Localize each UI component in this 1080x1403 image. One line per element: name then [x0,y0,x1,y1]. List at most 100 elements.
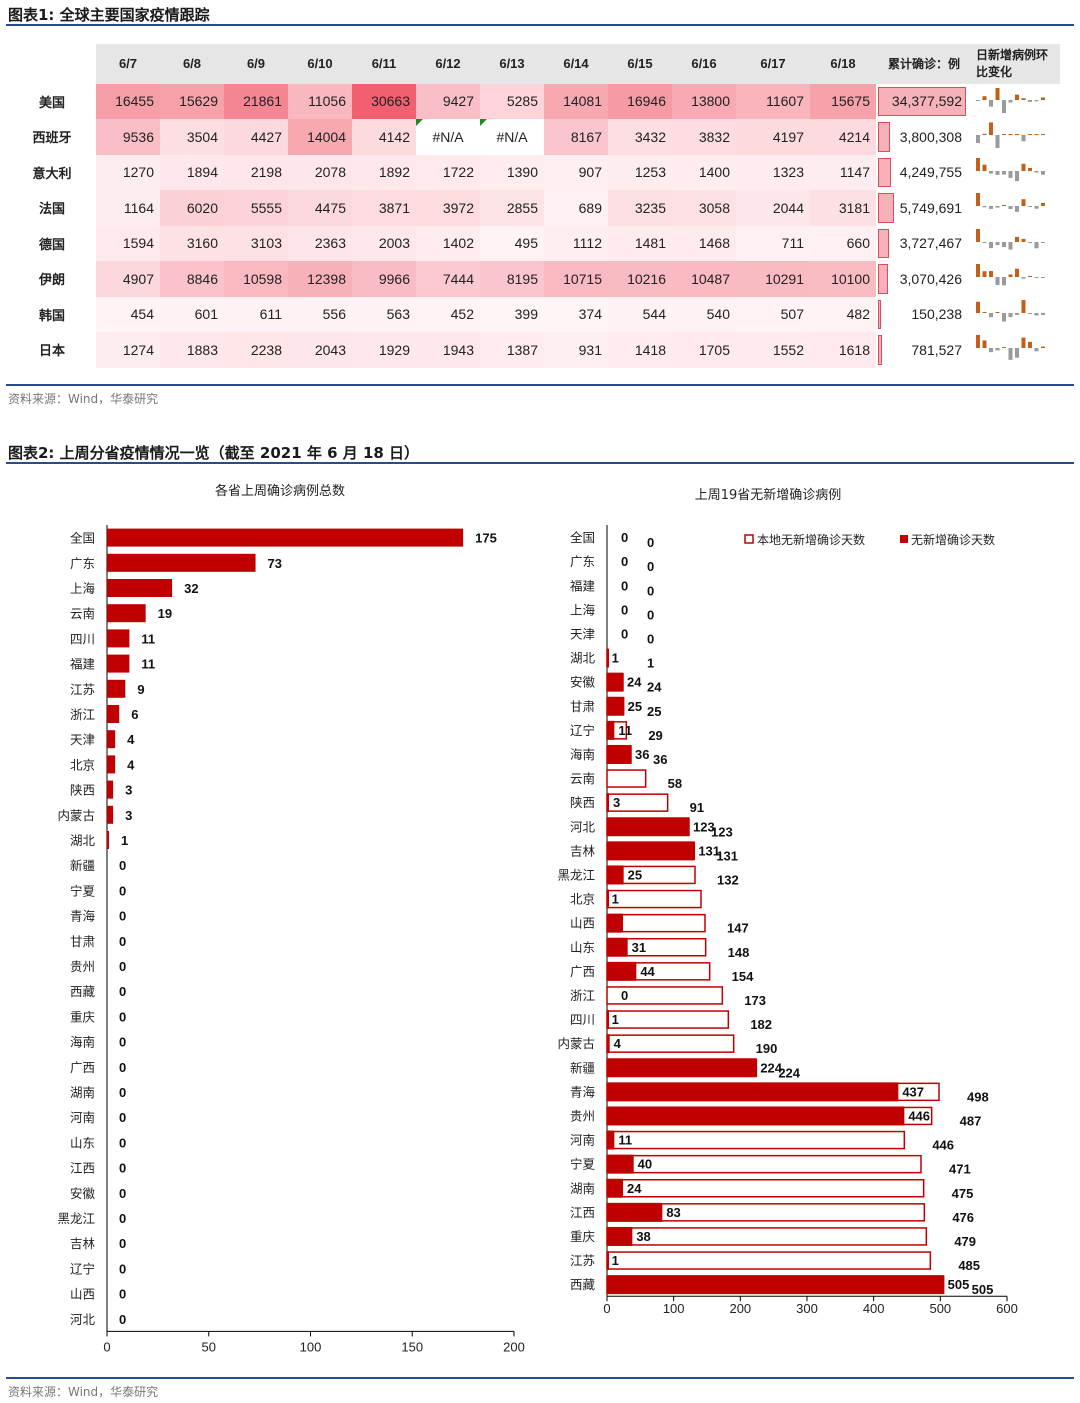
bar [107,579,173,597]
total-value: 3,800,308 [899,128,962,145]
bar [107,629,130,648]
total-value: 781,527 [911,341,962,358]
daily-cases-cell: 452 [416,296,480,332]
sparkline-bar [982,340,987,349]
x-tick-label: 50 [202,1339,216,1354]
bar [107,780,114,799]
filled-data-label: 3 [613,795,620,810]
category-label: 天津 [570,626,595,641]
sparkline-bar [1021,97,1026,100]
category-label: 福建 [570,578,596,593]
daily-cases-cell: 11607 [736,83,810,119]
filled-data-label: 446 [908,1108,930,1123]
outline-data-label: 476 [952,1210,974,1225]
sparkline-bar [1028,99,1032,102]
header-date: 6/12 [416,44,480,84]
bar-outline [606,1179,925,1198]
table-row: 伊朗 4907 8846 10598 12398 9966 7444 8195 10715 102… [8,261,1060,297]
outline-data-label: 91 [690,800,704,815]
sparkline-bar [982,134,987,136]
bar-filled [607,744,631,764]
daily-cases-cell: 2078 [288,154,352,190]
category-label: 四川 [570,1012,595,1027]
sparkline-bar [982,95,987,100]
category-label: 湖北 [70,833,96,848]
total-databar [878,193,895,223]
category-label: 江苏 [70,682,95,697]
data-label: 0 [119,858,126,873]
sparkline-bar [989,122,993,136]
bar-filled [607,672,623,692]
total-cases-cell: 150,238 [876,297,972,333]
bar-filled [607,937,628,957]
sparkline-bar [1015,312,1019,315]
bar-outline [606,1154,922,1174]
legend-swatch-filled [900,535,908,543]
outline-data-label: 58 [668,776,682,791]
sparkline-bar [995,135,1000,149]
sparkline-bar [995,87,1000,100]
category-label: 安徽 [70,1186,96,1201]
category-label: 青海 [570,1084,596,1099]
daily-cases-cell: 5555 [224,190,288,226]
bar-outline [606,1227,928,1246]
data-label: 6 [131,707,138,722]
bar [107,805,114,824]
bar-filled [607,1226,633,1246]
daily-cases-cell: 1323 [736,154,810,190]
x-tick-label: 150 [401,1339,423,1354]
sparkline-bar [995,170,1000,175]
total-value: 5,749,691 [899,199,962,216]
x-tick-label: 100 [300,1339,322,1354]
sparkline-bar [1015,94,1019,100]
sparkline-bar [995,206,1000,208]
trend-sparkline-cell [972,225,1060,261]
data-label: 9 [137,682,144,697]
sparkline-bar [976,301,980,313]
sparkline-bar [1028,167,1032,171]
daily-cases-cell: 21861 [224,83,288,119]
x-tick-label: 300 [796,1301,818,1316]
filled-data-label: 24 [627,1181,642,1196]
data-label: 32 [184,581,198,596]
figure2-source: 资料来源：Wind，华泰研究 [8,1385,159,1399]
category-label: 北京 [70,757,95,772]
daily-cases-cell: 2855 [480,190,544,226]
bar-outline [606,1251,932,1270]
daily-cases-cell: 6020 [160,190,224,226]
bar-filled [607,696,624,716]
sparkline-bar [989,241,993,248]
bar-filled [607,1202,663,1222]
daily-cases-cell: 931 [544,332,608,368]
category-label: 西藏 [570,1277,596,1292]
country-tracking-table: 6/7 6/8 6/9 6/10 6/11 6/12 6/13 6/14 6/1… [8,44,1060,368]
chart-title: 上周19省无新增确诊病例 [695,487,842,503]
category-label: 西藏 [70,984,96,999]
daily-cases-cell: 1270 [96,154,160,190]
data-label: 1 [121,833,128,848]
table-row: 韩国 454 601 611 556 563 452 399 374 544 540 507 482 15… [8,296,1060,333]
legend-swatch-outline [744,534,754,544]
trend-sparkline [976,264,1045,286]
header-date: 6/15 [608,44,672,84]
filled-data-label: 83 [666,1205,680,1220]
daily-cases-cell: 3103 [224,225,288,261]
filled-data-label: 0 [621,578,628,593]
daily-cases-cell: 11056 [288,83,352,119]
outline-data-label: 446 [932,1138,954,1153]
total-cases-cell: 34,377,592 [876,84,972,120]
sparkline-bar [1028,312,1032,314]
sparkline-bar [976,99,980,101]
data-label: 0 [119,1135,126,1150]
category-label: 全国 [570,530,595,545]
header-trend: 日新增病例环比变化 [972,44,1060,84]
figure2-bottom-rule [6,1377,1074,1379]
country-name: 德国 [8,225,96,261]
sparkline-bar [1021,199,1026,207]
filled-data-label: 224 [760,1060,782,1075]
bar-filled [607,1178,623,1198]
data-label: 11 [141,631,155,646]
sparkline-bar [1008,274,1013,278]
data-label: 0 [119,1060,126,1075]
filled-data-label: 437 [902,1084,924,1099]
